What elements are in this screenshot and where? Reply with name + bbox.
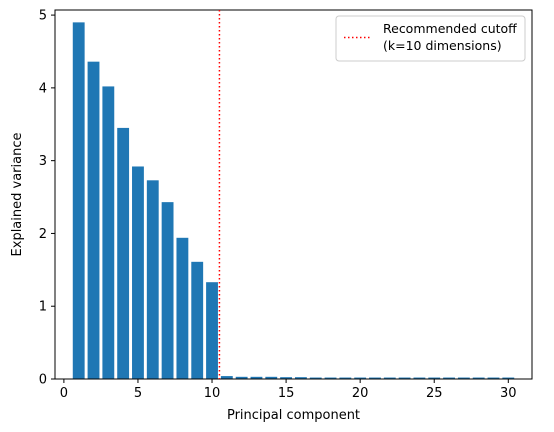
- bar-pc-2: [87, 61, 100, 380]
- bar-pc-18: [324, 377, 337, 379]
- y-tick-label: 1: [39, 300, 47, 315]
- bar-pc-13: [250, 376, 263, 379]
- bar-pc-7: [161, 202, 174, 379]
- bar-pc-28: [472, 377, 485, 379]
- x-tick-label: 20: [352, 386, 369, 401]
- bar-pc-21: [369, 377, 381, 379]
- y-tick-label: 4: [39, 81, 47, 96]
- bar-pc-22: [383, 377, 396, 379]
- x-tick-label: 25: [426, 386, 443, 401]
- bar-pc-12: [235, 376, 248, 379]
- legend-label-line2: (k=10 dimensions): [383, 38, 502, 53]
- bar-pc-27: [457, 377, 470, 379]
- bar-pc-5: [132, 166, 144, 379]
- bar-pc-17: [309, 377, 322, 379]
- bar-pc-9: [191, 261, 204, 379]
- bar-pc-3: [102, 86, 115, 380]
- bar-pc-26: [443, 377, 455, 379]
- y-tick-label: 3: [39, 154, 47, 169]
- y-axis-ticks: 0 1 2 3 4 5: [39, 9, 55, 388]
- x-tick-label: 30: [500, 386, 517, 401]
- bar-pc-10: [206, 282, 218, 379]
- bar-pc-30: [502, 377, 515, 379]
- bar-pc-25: [428, 377, 441, 379]
- bar-pc-8: [176, 237, 189, 379]
- y-tick-label: 5: [39, 9, 47, 24]
- bar-pc-20: [354, 377, 367, 379]
- legend-label-line1: Recommended cutoff: [383, 21, 517, 36]
- bar-pc-24: [413, 377, 426, 379]
- plot-frame: [54, 9, 533, 380]
- x-tick-label: 10: [204, 386, 221, 401]
- bar-pc-19: [339, 377, 352, 379]
- bar-pc-23: [398, 377, 411, 379]
- legend-box: [335, 15, 526, 62]
- bar-pc-6: [146, 180, 159, 379]
- legend: Recommended cutoff (k=10 dimensions): [335, 15, 526, 62]
- bar-pc-4: [117, 127, 130, 379]
- x-axis-label: Principal component: [227, 408, 360, 423]
- bar-pc-16: [294, 377, 307, 379]
- y-tick-label: 0: [39, 373, 47, 388]
- bars-group: [72, 22, 515, 380]
- bar-pc-1: [72, 22, 85, 380]
- bar-pc-15: [280, 377, 293, 379]
- x-tick-label: 0: [60, 386, 68, 401]
- x-axis-ticks: 0 5 10 15 20 25 30: [60, 379, 517, 401]
- bar-pc-11: [220, 376, 233, 379]
- bar-pc-29: [487, 377, 500, 379]
- x-tick-label: 15: [278, 386, 295, 401]
- y-axis-label: Explained variance: [10, 133, 25, 257]
- x-tick-label: 5: [134, 386, 142, 401]
- y-tick-label: 2: [39, 227, 47, 242]
- bar-pc-14: [265, 376, 278, 379]
